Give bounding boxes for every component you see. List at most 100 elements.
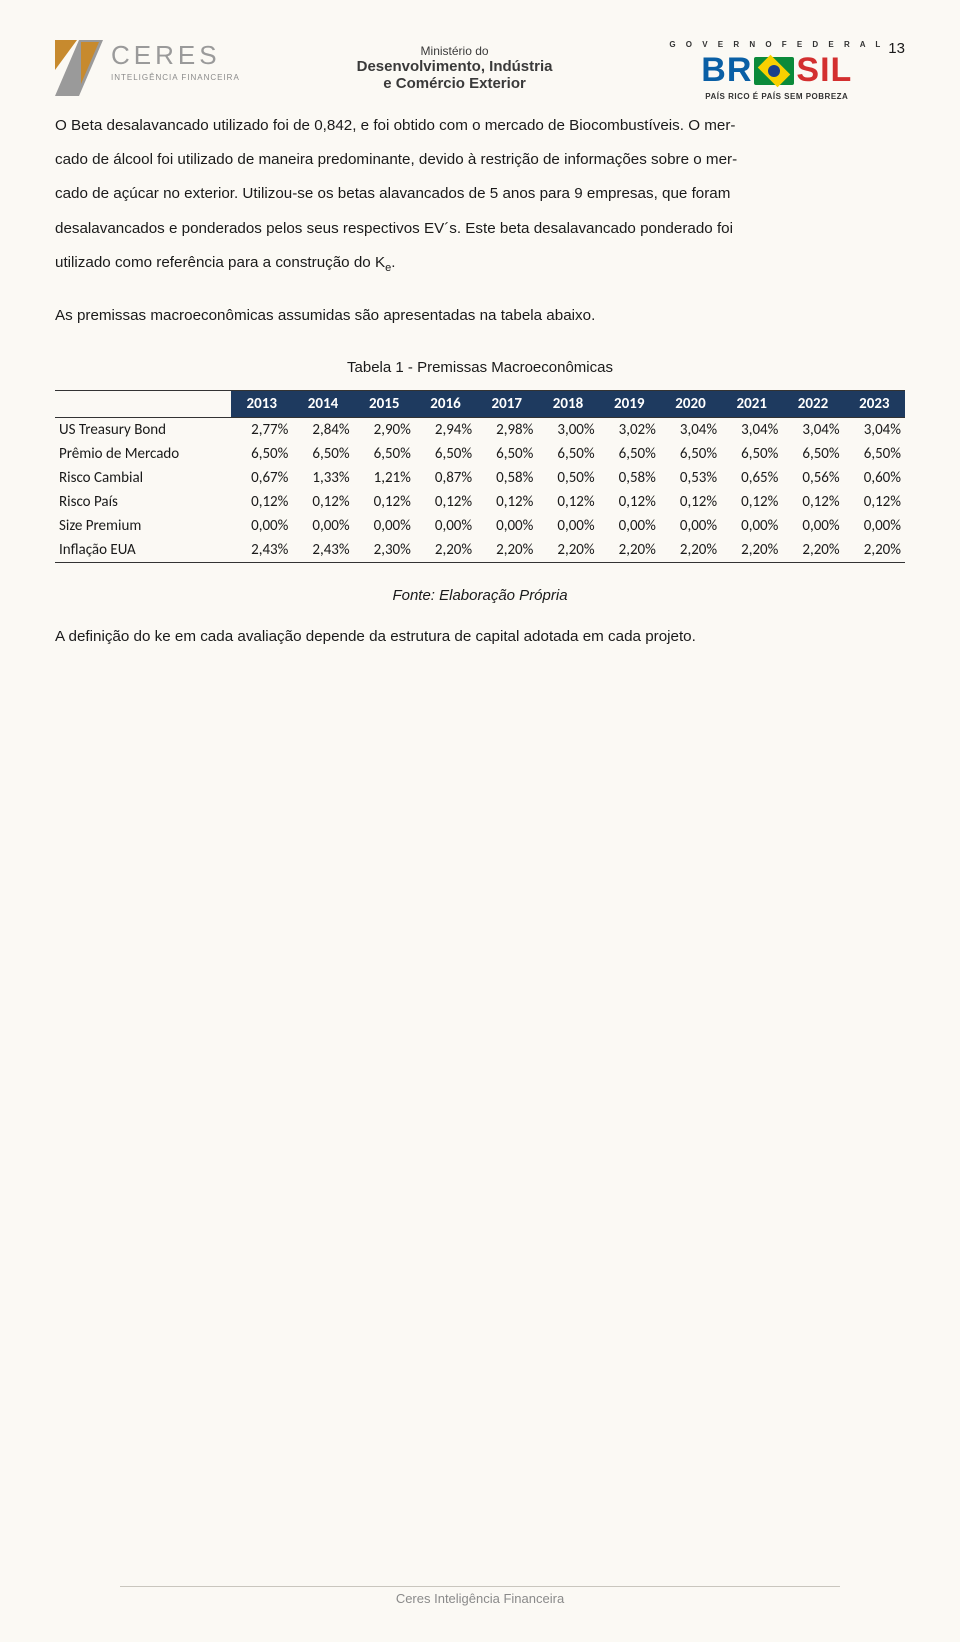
- table-cell: 3,04%: [721, 417, 782, 442]
- table-cell: 2,20%: [844, 538, 905, 563]
- table-cell: 0,58%: [476, 466, 537, 490]
- body-line: cado de álcool foi utilizado de maneira …: [55, 143, 905, 177]
- page-number: 13: [888, 40, 905, 57]
- body-line: cado de açúcar no exterior. Utilizou-se …: [55, 177, 905, 211]
- table-cell: 0,87%: [415, 466, 476, 490]
- table-source: Fonte: Elaboração Própria: [55, 587, 905, 604]
- ceres-mark-icon: [55, 40, 103, 96]
- table-row-label: US Treasury Bond: [55, 417, 231, 442]
- table-header-cell: 2017: [476, 390, 537, 417]
- table-cell: 2,98%: [476, 417, 537, 442]
- footer-rule: [120, 1586, 840, 1587]
- table-header-cell: 2018: [537, 390, 598, 417]
- table-row-label: Inflação EUA: [55, 538, 231, 563]
- table-cell: 0,00%: [476, 514, 537, 538]
- table-cell: 6,50%: [476, 442, 537, 466]
- body-line: As premissas macroeconômicas assumidas s…: [55, 299, 905, 333]
- ministry-line3: e Comércio Exterior: [357, 75, 553, 92]
- page-footer: Ceres Inteligência Financeira: [0, 1586, 960, 1606]
- table-cell: 0,53%: [660, 466, 721, 490]
- table-cell: 0,65%: [721, 466, 782, 490]
- table-cell: 0,00%: [844, 514, 905, 538]
- table-cell: 0,50%: [537, 466, 598, 490]
- table-cell: 0,12%: [476, 490, 537, 514]
- table-cell: 0,00%: [599, 514, 660, 538]
- table-cell: 6,50%: [599, 442, 660, 466]
- table-cell: 0,12%: [782, 490, 843, 514]
- table-cell: 2,20%: [537, 538, 598, 563]
- closing-paragraph: A definição do ke em cada avaliação depe…: [55, 622, 905, 652]
- table-cell: 6,50%: [537, 442, 598, 466]
- table-corner-cell: [55, 390, 231, 417]
- table-cell: 1,33%: [292, 466, 353, 490]
- table-cell: 2,90%: [354, 417, 415, 442]
- body-paragraph-1: O Beta desalavancado utilizado foi de 0,…: [55, 109, 905, 281]
- table-header-cell: 2020: [660, 390, 721, 417]
- table-cell: 0,12%: [537, 490, 598, 514]
- table-cell: 2,20%: [476, 538, 537, 563]
- body-line: O Beta desalavancado utilizado foi de 0,…: [55, 109, 905, 143]
- table-cell: 0,00%: [231, 514, 292, 538]
- macro-table: 2013201420152016201720182019202020212022…: [55, 390, 905, 563]
- ceres-subtitle: INTELIGÊNCIA FINANCEIRA: [111, 73, 240, 82]
- table-cell: 0,00%: [354, 514, 415, 538]
- table-row: Size Premium0,00%0,00%0,00%0,00%0,00%0,0…: [55, 514, 905, 538]
- table-cell: 2,43%: [231, 538, 292, 563]
- table-cell: 0,12%: [660, 490, 721, 514]
- table-header-cell: 2021: [721, 390, 782, 417]
- brasil-tagline: PAÍS RICO É PAÍS SEM POBREZA: [669, 92, 884, 101]
- body-line: desalavancados e ponderados pelos seus r…: [55, 212, 905, 246]
- table-header-cell: 2022: [782, 390, 843, 417]
- table-cell: 2,94%: [415, 417, 476, 442]
- table-header-cell: 2015: [354, 390, 415, 417]
- table-cell: 0,12%: [231, 490, 292, 514]
- table-cell: 0,60%: [844, 466, 905, 490]
- table-header-cell: 2014: [292, 390, 353, 417]
- table-cell: 2,20%: [721, 538, 782, 563]
- table-cell: 6,50%: [844, 442, 905, 466]
- table-cell: 0,12%: [354, 490, 415, 514]
- table-row-label: Risco Cambial: [55, 466, 231, 490]
- table-cell: 0,00%: [660, 514, 721, 538]
- table-caption: Tabela 1 - Premissas Macroeconômicas: [55, 359, 905, 376]
- table-cell: 3,00%: [537, 417, 598, 442]
- table-cell: 2,20%: [599, 538, 660, 563]
- ministry-line2: Desenvolvimento, Indústria: [357, 58, 553, 75]
- table-cell: 0,00%: [415, 514, 476, 538]
- table-row-label: Risco País: [55, 490, 231, 514]
- body-paragraph-2: As premissas macroeconômicas assumidas s…: [55, 299, 905, 333]
- page-header: CERES INTELIGÊNCIA FINANCEIRA Ministério…: [55, 40, 905, 101]
- table-cell: 1,21%: [354, 466, 415, 490]
- table-cell: 2,20%: [782, 538, 843, 563]
- table-cell: 0,12%: [721, 490, 782, 514]
- table-cell: 0,12%: [415, 490, 476, 514]
- table-cell: 2,84%: [292, 417, 353, 442]
- table-row: Inflação EUA2,43%2,43%2,30%2,20%2,20%2,2…: [55, 538, 905, 563]
- table-header-cell: 2013: [231, 390, 292, 417]
- table-head: 2013201420152016201720182019202020212022…: [55, 390, 905, 417]
- table-cell: 0,67%: [231, 466, 292, 490]
- table-cell: 2,30%: [354, 538, 415, 563]
- table-row: Risco Cambial0,67%1,33%1,21%0,87%0,58%0,…: [55, 466, 905, 490]
- table-row: US Treasury Bond2,77%2,84%2,90%2,94%2,98…: [55, 417, 905, 442]
- table-cell: 3,04%: [660, 417, 721, 442]
- ceres-wordmark: CERES: [111, 40, 240, 71]
- table-cell: 2,20%: [660, 538, 721, 563]
- table-cell: 0,12%: [844, 490, 905, 514]
- logo-brasil: G O V E R N O F E D E R A L BR SIL PAÍS …: [669, 40, 884, 101]
- table-cell: 6,50%: [292, 442, 353, 466]
- table-cell: 0,56%: [782, 466, 843, 490]
- table-row-label: Size Premium: [55, 514, 231, 538]
- table-row: Risco País0,12%0,12%0,12%0,12%0,12%0,12%…: [55, 490, 905, 514]
- body-text-fragment: .: [391, 254, 395, 271]
- table-cell: 0,12%: [599, 490, 660, 514]
- table-cell: 3,02%: [599, 417, 660, 442]
- page: CERES INTELIGÊNCIA FINANCEIRA Ministério…: [0, 0, 960, 652]
- table-cell: 2,20%: [415, 538, 476, 563]
- table-cell: 6,50%: [782, 442, 843, 466]
- body-line: utilizado como referência para a constru…: [55, 246, 905, 281]
- body-text-fragment: utilizado como referência para a constru…: [55, 254, 385, 271]
- gov-federal-label: G O V E R N O F E D E R A L: [669, 40, 884, 49]
- footer-text: Ceres Inteligência Financeira: [396, 1591, 564, 1606]
- table-body: US Treasury Bond2,77%2,84%2,90%2,94%2,98…: [55, 417, 905, 562]
